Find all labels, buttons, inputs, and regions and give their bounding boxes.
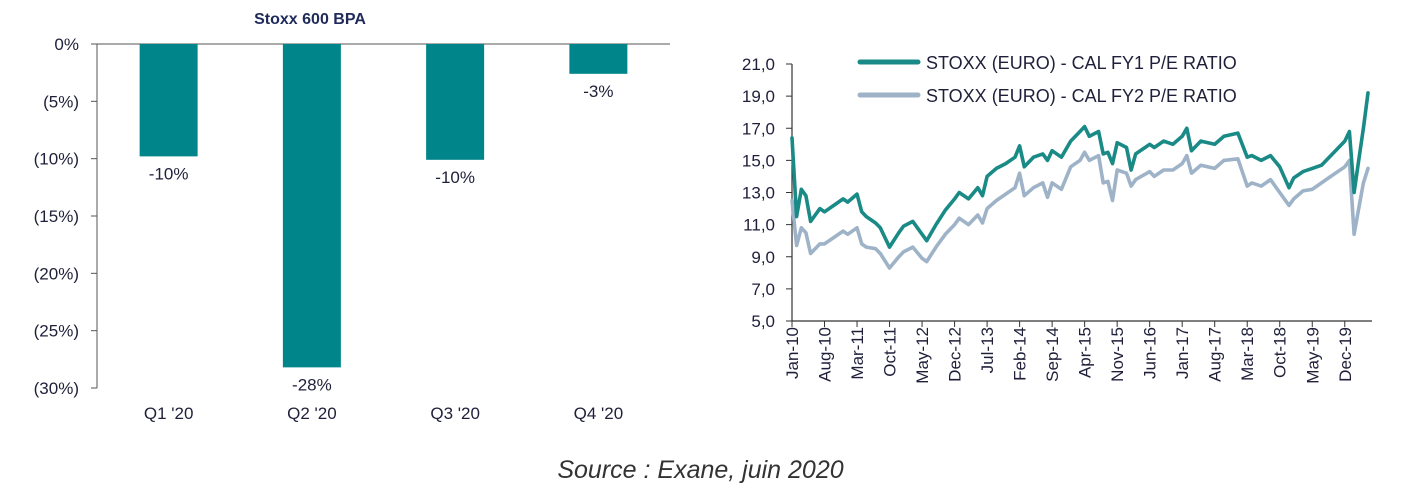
line-x-tick-label: May-19 — [1303, 327, 1322, 384]
bar-y-tick-label: (20%) — [34, 264, 79, 283]
bar-y-tick-label: (30%) — [34, 379, 79, 398]
bar-y-tick-label: (5%) — [43, 92, 79, 111]
line-y-tick-label: 19,0 — [742, 87, 775, 106]
line-x-axis: Jan-10 Aug-10 Mar-11 Oct-11 May-12 Dec-12 Jul-… — [783, 321, 1355, 384]
line-x-tick-label: Dec-19 — [1336, 327, 1355, 382]
line-x-tick-label: Aug-17 — [1206, 327, 1225, 382]
line-x-tick-label: Jan-10 — [783, 327, 802, 379]
line-x-tick-label: Feb-14 — [1011, 327, 1030, 381]
bar-category-label: Q2 '20 — [287, 404, 337, 423]
bar-data-label: -3% — [583, 82, 613, 101]
legend-label: STOXX (EURO) - CAL FY2 P/E RATIO — [926, 86, 1237, 106]
line-legend: STOXX (EURO) - CAL FY1 P/E RATIO STOXX (E… — [857, 53, 1237, 106]
line-x-tick-label: Jan-17 — [1173, 327, 1192, 379]
line-x-tick-label: Mar-11 — [848, 327, 867, 380]
bar-chart-title: Stoxx 600 BPA — [254, 11, 366, 28]
bar — [139, 44, 198, 157]
line-x-tick-label: Dec-12 — [946, 327, 965, 382]
bar — [282, 44, 341, 368]
line-y-tick-label: 15,0 — [742, 151, 775, 170]
line-x-tick-label: Mar-18 — [1238, 327, 1257, 381]
line-y-tick-label: 7,0 — [751, 280, 775, 299]
bar — [569, 44, 628, 74]
bar-x-axis: Q1 '20 Q2 '20 Q3 '20 Q4 '20 — [144, 404, 623, 423]
line-y-tick-label: 21,0 — [742, 55, 775, 74]
line-y-tick-label: 17,0 — [742, 119, 775, 138]
bar-data-label: -10% — [435, 168, 475, 187]
bar-chart: Stoxx 600 BPA 0% (5%) (10%) (15%) (20%) (25%)… — [34, 11, 670, 423]
bar — [426, 44, 485, 160]
line-series-fy1 — [790, 91, 1370, 249]
line-x-tick-label: Jun-16 — [1141, 327, 1160, 379]
line-y-tick-label: 13,0 — [742, 184, 775, 203]
line-y-tick-label: 5,0 — [751, 312, 775, 331]
line-series-group — [790, 91, 1370, 270]
line-chart: 5,0 7,0 9,0 11,0 13,0 15,0 17,0 19,0 21,0 Jan-10… — [742, 53, 1372, 384]
bar-category-label: Q4 '20 — [574, 404, 624, 423]
bar-marks: -10% -28% -10% -3% — [139, 44, 628, 394]
line-x-tick-label: May-12 — [913, 327, 932, 384]
source-note: Source : Exane, juin 2020 — [557, 456, 844, 484]
line-y-tick-label: 11,0 — [743, 216, 775, 235]
bar-y-tick-label: 0% — [54, 35, 79, 54]
bar-y-tick-label: (25%) — [34, 322, 79, 341]
line-x-tick-label: Oct-18 — [1271, 327, 1290, 378]
bar-data-label: -28% — [292, 375, 332, 394]
line-x-tick-label: Aug-10 — [816, 327, 835, 382]
bar-y-tick-label: (15%) — [34, 207, 79, 226]
bar-y-tick-label: (10%) — [34, 150, 79, 169]
bar-category-label: Q3 '20 — [430, 404, 480, 423]
line-x-tick-label: Sep-14 — [1043, 327, 1062, 382]
bar-y-axis: 0% (5%) (10%) (15%) (20%) (25%) (30%) — [34, 35, 97, 398]
bar-data-label: -10% — [149, 164, 189, 183]
line-x-tick-label: Apr-15 — [1076, 327, 1095, 378]
line-x-tick-label: Nov-15 — [1108, 327, 1127, 382]
legend-label: STOXX (EURO) - CAL FY1 P/E RATIO — [926, 53, 1237, 73]
line-x-tick-label: Jul-13 — [978, 327, 997, 373]
line-x-tick-label: Oct-11 — [881, 327, 900, 377]
bar-category-label: Q1 '20 — [144, 404, 194, 423]
line-series-fy2 — [790, 150, 1370, 270]
line-y-axis: 5,0 7,0 9,0 11,0 13,0 15,0 17,0 19,0 21,0 — [742, 55, 792, 331]
line-y-tick-label: 9,0 — [751, 248, 775, 267]
